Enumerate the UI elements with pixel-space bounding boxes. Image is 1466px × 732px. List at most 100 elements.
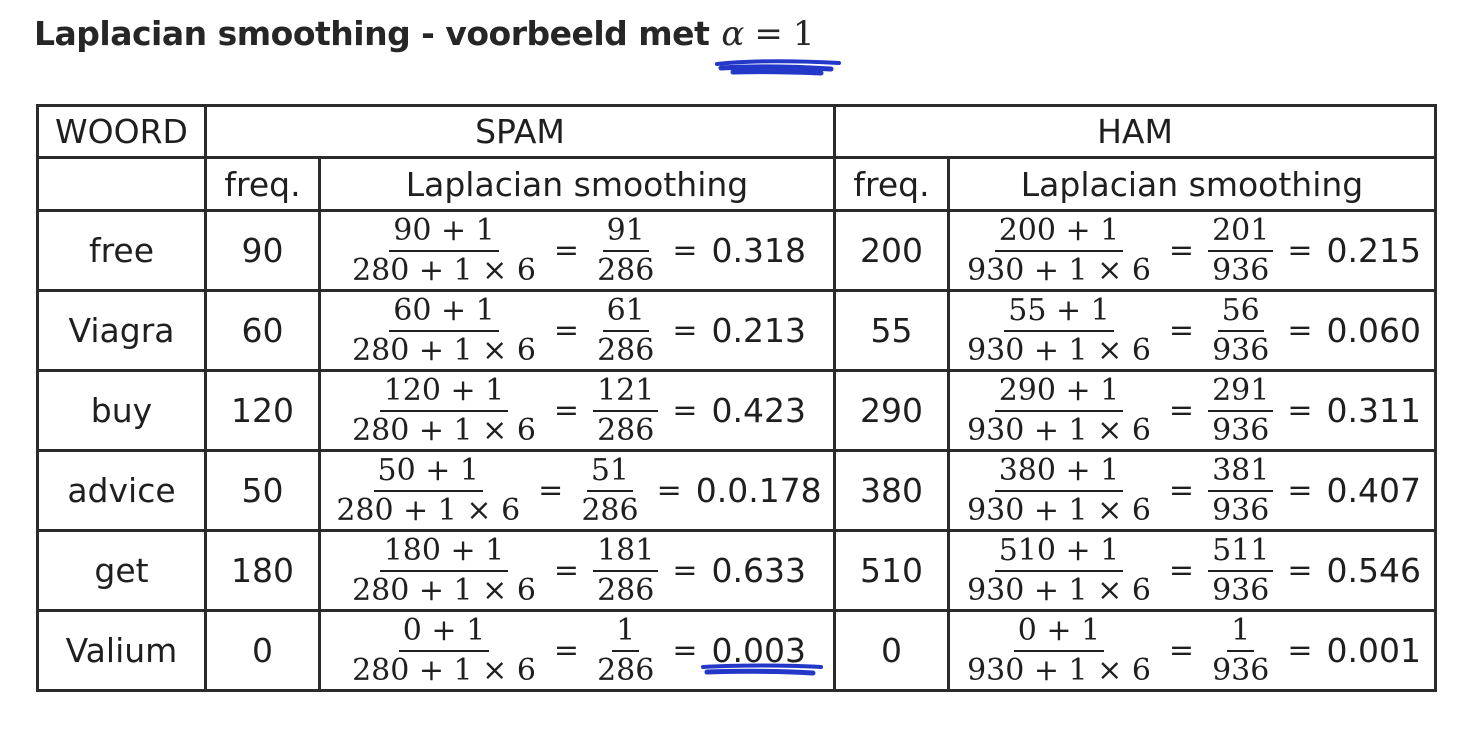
word-cell: get [36, 529, 207, 612]
spam-smoothing-cell: 0 + 1 280 + 1 × 6 = 1 286 = 0.003 [317, 609, 837, 692]
title-equals: = [754, 14, 783, 54]
simplified-fraction: 511 936 [1208, 535, 1274, 608]
equals-sign: = [1287, 553, 1313, 588]
header-spam-freq: freq. [204, 156, 321, 212]
ham-freq-cell: 510 [833, 529, 951, 612]
ham-probability-value: 0.311 [1326, 391, 1420, 430]
spam-probability-value: 0.213 [711, 311, 805, 350]
handwritten-underline-annotation [701, 663, 824, 676]
expanded-fraction: 380 + 1 930 + 1 × 6 [963, 455, 1155, 526]
denominator: 930 + 1 × 6 [967, 492, 1151, 528]
ham-smoothing-cell: 55 + 1 930 + 1 × 6 = 56 936 = 0.060 [947, 289, 1438, 372]
laplacian-table: WOORD SPAM HAM freq. Laplacian smoothing… [36, 104, 1438, 692]
numerator: 91 [602, 215, 649, 252]
word-cell: Valium [36, 609, 207, 692]
denominator: 280 + 1 × 6 [352, 652, 536, 688]
simplified-fraction: 56 936 [1208, 295, 1273, 366]
numerator: 380 + 1 [994, 455, 1124, 492]
expanded-fraction: 200 + 1 930 + 1 × 6 [963, 215, 1155, 286]
simplified-fraction: 201 936 [1208, 215, 1274, 286]
equals-sign: = [553, 393, 580, 428]
simplified-fraction: 1 936 [1208, 615, 1273, 686]
equals-sign: = [672, 393, 698, 428]
header-ham-smoothing: Laplacian smoothing [947, 156, 1438, 212]
numerator: 0 + 1 [398, 615, 490, 652]
denominator: 936 [1212, 492, 1270, 528]
word-cell: buy [36, 369, 207, 452]
equals-sign: = [553, 633, 580, 668]
ham-smoothing-cell: 510 + 1 930 + 1 × 6 = 511 936 = 0.546 [947, 529, 1438, 612]
simplified-fraction: 91 286 [593, 215, 658, 286]
header-spam-smoothing: Laplacian smoothing [317, 156, 837, 212]
numerator: 201 [1208, 215, 1274, 252]
ham-freq-cell: 55 [833, 289, 951, 372]
header-row-groups: WOORD SPAM HAM [36, 104, 1438, 159]
equals-sign: = [1287, 633, 1313, 668]
page-title: Laplacian smoothing - voorbeeld met α = 1 [34, 14, 842, 76]
alpha-value: 1 [792, 14, 815, 54]
header-ham: HAM [833, 104, 1438, 159]
spam-probability-value: 0.318 [711, 231, 805, 270]
equals-sign: = [1168, 553, 1195, 588]
expanded-fraction: 0 + 1 930 + 1 × 6 [963, 615, 1155, 686]
table-row: buy 120 120 + 1 280 + 1 × 6 = 121 286 = 0.423 290… [36, 369, 1438, 452]
numerator: 200 + 1 [994, 215, 1124, 252]
simplified-fraction: 121 286 [593, 375, 659, 448]
numerator: 1 [612, 615, 640, 652]
numerator: 60 + 1 [389, 295, 499, 332]
probability-text: 0.546 [1326, 551, 1421, 590]
denominator: 936 [1212, 652, 1270, 688]
numerator: 511 [1208, 535, 1274, 572]
spam-freq-cell: 180 [204, 529, 321, 612]
denominator: 936 [1212, 332, 1270, 368]
numerator: 381 [1208, 455, 1274, 492]
denominator: 286 [597, 412, 655, 448]
equals-sign: = [656, 473, 682, 508]
numerator: 90 + 1 [389, 215, 499, 252]
numerator: 121 [593, 375, 659, 412]
ham-smoothing-cell: 380 + 1 930 + 1 × 6 = 381 936 = 0.407 [947, 449, 1438, 532]
header-spam: SPAM [203, 104, 837, 159]
ham-probability-value: 0.215 [1326, 231, 1420, 270]
spam-probability-value: 0.0.178 [696, 471, 822, 510]
handwritten-underline-annotation [715, 59, 842, 76]
probability-text: 0.423 [711, 391, 806, 430]
ham-smoothing-cell: 0 + 1 930 + 1 × 6 = 1 936 = 0.001 [947, 609, 1438, 692]
equals-sign: = [1287, 313, 1313, 348]
table-row: Valium 0 0 + 1 280 + 1 × 6 = 1 286 = 0.003 0 0 + 1… [36, 609, 1438, 692]
word-cell: Viagra [36, 289, 207, 372]
equals-sign: = [1168, 393, 1195, 428]
numerator: 51 [586, 455, 634, 492]
ham-probability-value: 0.546 [1326, 551, 1420, 590]
denominator: 280 + 1 × 6 [352, 332, 536, 368]
simplified-fraction: 51 286 [577, 455, 642, 526]
table-row: advice 50 50 + 1 280 + 1 × 6 = 51 286 = 0.0.178 3… [36, 449, 1438, 532]
probability-text: 0.311 [1326, 391, 1421, 430]
numerator: 61 [602, 295, 649, 332]
denominator: 930 + 1 × 6 [967, 332, 1151, 368]
numerator: 290 + 1 [994, 375, 1124, 412]
denominator: 930 + 1 × 6 [967, 572, 1151, 608]
denominator: 936 [1212, 572, 1270, 608]
ham-freq-cell: 200 [833, 209, 951, 292]
simplified-fraction: 1 286 [593, 615, 658, 686]
probability-text: 0.318 [711, 231, 806, 270]
equals-sign: = [1287, 473, 1313, 508]
equals-sign: = [1287, 393, 1313, 428]
expanded-fraction: 55 + 1 930 + 1 × 6 [963, 295, 1155, 366]
denominator: 286 [597, 652, 655, 688]
ham-freq-cell: 0 [833, 609, 951, 692]
spam-smoothing-cell: 90 + 1 280 + 1 × 6 = 91 286 = 0.318 [317, 209, 837, 292]
expanded-fraction: 180 + 1 280 + 1 × 6 [348, 535, 540, 606]
simplified-fraction: 291 936 [1208, 375, 1274, 446]
title-formula: α = 1 [715, 14, 842, 76]
header-ham-freq: freq. [833, 156, 951, 212]
spam-freq-cell: 60 [204, 289, 321, 372]
expanded-fraction: 120 + 1 280 + 1 × 6 [348, 375, 540, 446]
numerator: 56 [1217, 295, 1264, 332]
spam-probability-value: 0.423 [711, 391, 805, 430]
simplified-fraction: 181 286 [593, 535, 659, 606]
ham-freq-cell: 380 [833, 449, 951, 532]
ham-smoothing-cell: 200 + 1 930 + 1 × 6 = 201 936 = 0.215 [947, 209, 1438, 292]
denominator: 930 + 1 × 6 [967, 252, 1151, 288]
